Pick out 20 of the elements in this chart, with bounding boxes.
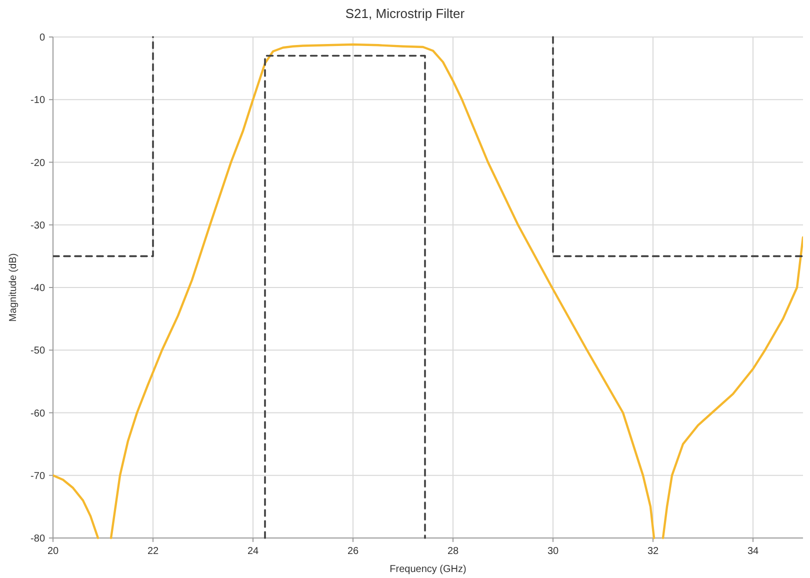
y-tick-label: -20 xyxy=(30,158,46,169)
y-tick-label: -10 xyxy=(30,95,46,106)
y-tick-label: -40 xyxy=(30,283,46,294)
y-axis-title: Magnitude (dB) xyxy=(8,253,19,322)
x-tick-label: 22 xyxy=(147,546,159,557)
y-tick-label: -60 xyxy=(30,408,46,420)
y-tick-label: 0 xyxy=(39,32,46,44)
x-tick-label: 30 xyxy=(547,546,559,557)
x-tick-label: 28 xyxy=(447,546,459,557)
y-tick-label: -30 xyxy=(30,220,46,232)
chart-title: S21, Microstrip Filter xyxy=(345,6,466,21)
x-tick-label: 26 xyxy=(347,546,359,557)
y-tick-label: -80 xyxy=(30,534,46,544)
x-tick-label: 34 xyxy=(747,546,759,557)
y-tick-label: -50 xyxy=(30,346,46,357)
y-tick-label: -70 xyxy=(30,470,46,482)
x-tick-label: 32 xyxy=(647,546,659,557)
x-tick-label: 20 xyxy=(47,546,59,557)
x-tick-label: 24 xyxy=(247,546,259,557)
x-axis-title: Frequency (GHz) xyxy=(390,564,466,575)
